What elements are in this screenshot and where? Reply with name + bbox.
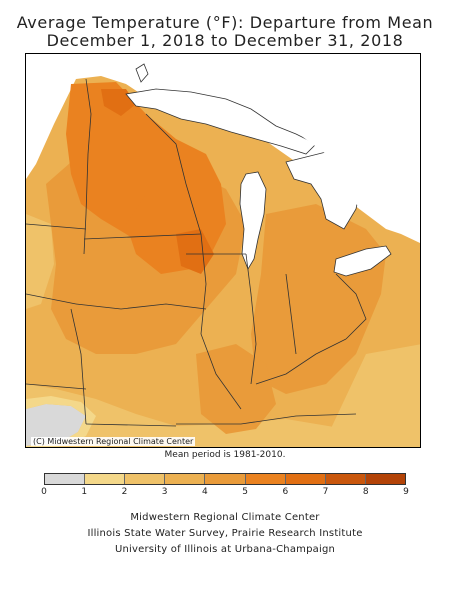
legend-tick-7: 7 [322, 487, 329, 497]
border-ky-tn [176, 413, 357, 425]
border-ne-ks [26, 293, 77, 305]
map-zone-light-south [26, 384, 420, 447]
legend-tick-0: 0 [41, 487, 47, 497]
legend-swatch-2 [125, 474, 166, 484]
legend-swatch-7 [325, 474, 366, 484]
legend-swatch-3 [165, 474, 206, 484]
border-mo-ar [85, 423, 177, 427]
legend-tick-9: 9 [403, 487, 409, 497]
credit-line-2: Illinois State Water Survey, Prairie Res… [87, 528, 363, 539]
copyright-label: (C) Midwestern Regional Climate Center [31, 437, 196, 446]
map-zone-mid-south [196, 344, 276, 434]
legend-tick-labels: 0 1 2 3 4 5 6 7 8 9 [41, 487, 409, 501]
mean-period-note: Mean period is 1981-2010. [164, 450, 286, 460]
border-mn-west [83, 78, 92, 255]
border-oh-east [335, 273, 367, 340]
border-sd-ne [26, 223, 87, 230]
legend-tick-4: 4 [202, 487, 208, 497]
credit-line-3: University of Illinois at Urbana-Champai… [114, 544, 336, 555]
border-oh-ky [255, 338, 347, 385]
legend-tick-2: 2 [121, 487, 128, 497]
lake-superior [125, 88, 317, 155]
border-il-west [200, 233, 242, 410]
map-zone-mid-east [251, 204, 386, 394]
border-mn-ia [83, 233, 202, 240]
legend-tick-5: 5 [242, 487, 248, 497]
legend-swatch-0 [45, 474, 86, 484]
legend-swatch-4 [205, 474, 246, 484]
lake-erie [333, 245, 392, 277]
border-il-in [245, 253, 257, 385]
legend-tick-8: 8 [362, 487, 369, 497]
map-zone-lightest-sw [26, 396, 96, 447]
legend-tick-3: 3 [161, 487, 168, 497]
map-title-line2: December 1, 2018 to December 31, 2018 [46, 31, 404, 50]
map-zone-light-west [26, 214, 54, 309]
border-mn-wi [145, 113, 202, 235]
map-title-line1: Average Temperature (°F): Departure from… [16, 13, 434, 32]
legend-color-bar [44, 473, 406, 485]
map-frame[interactable] [25, 53, 421, 448]
lake-michigan [239, 171, 267, 270]
legend-tick-6: 6 [282, 487, 289, 497]
legend-swatch-5 [245, 474, 286, 484]
legend-swatch-8 [365, 474, 405, 484]
canada-white [136, 54, 420, 239]
border-in-oh [285, 273, 297, 355]
legend-tick-1: 1 [81, 487, 88, 497]
map-zone-darker-central [176, 229, 214, 274]
border-west-ks-ok [26, 383, 87, 390]
legend-swatch-1 [85, 474, 126, 484]
border-ks-mo [70, 308, 87, 425]
credit-line-1: Midwestern Regional Climate Center [130, 512, 320, 523]
island-isle-royale [135, 63, 149, 83]
border-ia-mo [75, 303, 207, 310]
state-boundaries [26, 78, 367, 427]
map-zone-light-se [326, 344, 420, 447]
legend-swatch-6 [285, 474, 326, 484]
map-zone-grey-sw [26, 404, 86, 446]
temperature-departure-map [26, 54, 420, 447]
